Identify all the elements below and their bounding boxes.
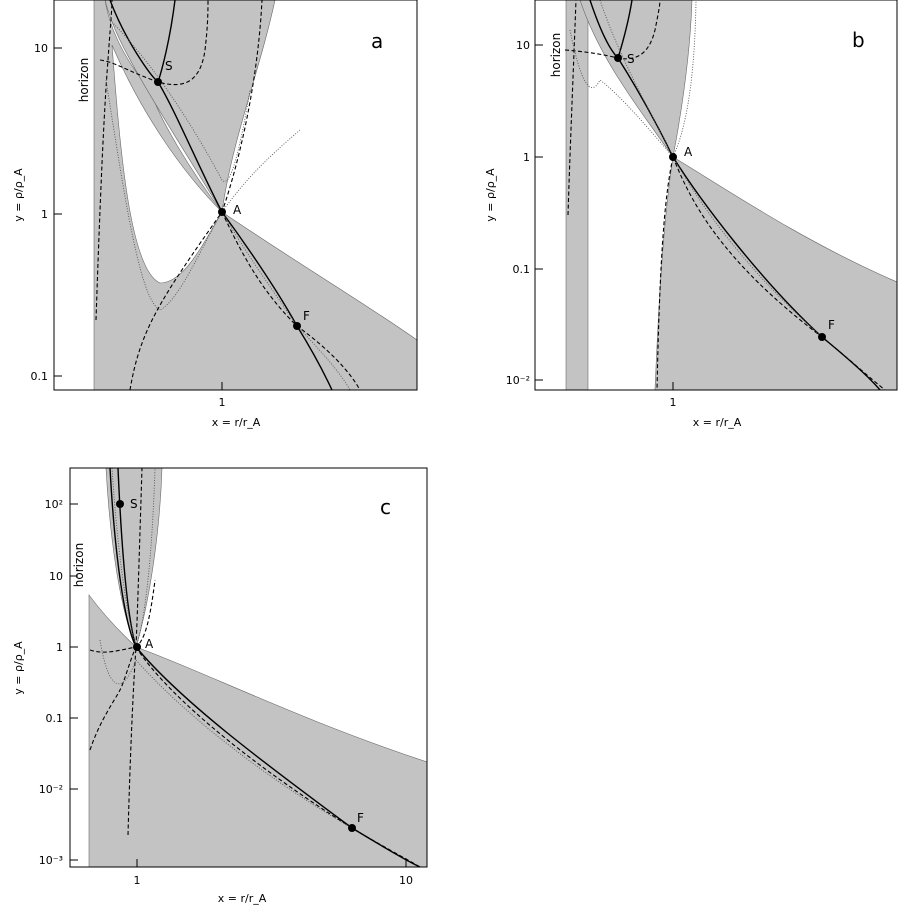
panel-b-shaded-upper bbox=[579, 0, 693, 158]
panel-a-xtick-1: 1 bbox=[219, 396, 226, 409]
panel-c-solid-curve-2 bbox=[109, 468, 137, 648]
panel-c-point-A bbox=[133, 643, 141, 651]
panel-a-white-lobe bbox=[111, 44, 223, 284]
panel-b: 10 1 0.1 10⁻² 1 x = r/r_A y = ρ/ρ_A hori… bbox=[484, 0, 898, 429]
panel-b-horizon-label: horizon bbox=[549, 33, 563, 77]
panel-b-ytick-0.1: 0.1 bbox=[513, 263, 531, 276]
panel-b-label-S: S bbox=[627, 52, 635, 66]
panel-a-xlabel: x = r/r_A bbox=[212, 416, 261, 429]
panel-a-dotted-curve-1 bbox=[105, 79, 301, 311]
panel-b-letter: b bbox=[852, 28, 865, 52]
panel-b-dashed-curve-3 bbox=[672, 156, 886, 390]
panel-a-solid-curve-2 bbox=[157, 0, 176, 83]
panel-c-xtick-1: 1 bbox=[134, 874, 141, 887]
panel-a-point-A bbox=[218, 208, 226, 216]
panel-b-dashed-curve-4 bbox=[656, 156, 674, 390]
panel-b-ytick-0.01: 10⁻² bbox=[506, 374, 530, 387]
panel-b-ytick-10: 10 bbox=[516, 39, 530, 52]
panel-c-ytick-10: 10 bbox=[49, 570, 63, 583]
panel-b-ytick-1: 1 bbox=[523, 151, 530, 164]
panel-c-dashed-curve-3 bbox=[127, 468, 143, 836]
panel-a-ytick-1: 1 bbox=[41, 208, 48, 221]
panel-b-point-F bbox=[818, 333, 826, 341]
panel-c-label-S: S bbox=[130, 497, 138, 511]
panel-a-dashed-curve-1 bbox=[95, 0, 113, 321]
panel-a-dashed-curve-2 bbox=[99, 0, 209, 86]
panel-b-xlabel: x = r/r_A bbox=[693, 416, 742, 429]
panel-c-ytick-0.1: 0.1 bbox=[46, 712, 64, 725]
panel-c-frame bbox=[69, 467, 428, 868]
panel-b-shaded-horizon-strip bbox=[565, 0, 589, 390]
panel-c-xlabel: x = r/r_A bbox=[218, 892, 267, 905]
panel-b-plot-area bbox=[564, 0, 897, 390]
panel-a-label-A: A bbox=[233, 203, 242, 217]
panel-a: 10 1 0.1 1 x = r/r_A y = ρ/ρ_A horizon a… bbox=[12, 0, 418, 429]
panel-a-dotted-curve-3 bbox=[221, 211, 351, 390]
panel-c-xtick-10: 10 bbox=[399, 874, 413, 887]
panel-b-ticks bbox=[535, 44, 674, 390]
panel-a-point-S bbox=[154, 78, 162, 86]
panel-b-dotted-curve-2 bbox=[599, 0, 697, 159]
panel-c-label-A: A bbox=[145, 637, 154, 651]
panel-c-label-F: F bbox=[357, 811, 364, 825]
panel-a-label-F: F bbox=[303, 309, 310, 323]
panel-c-ytick-100: 10² bbox=[45, 498, 63, 511]
panel-a-label-S: S bbox=[165, 59, 173, 73]
panel-a-horizon-label: horizon bbox=[77, 58, 91, 102]
panel-b-dashed-curve-2 bbox=[564, 0, 661, 60]
panel-c-ytick-0.001: 10⁻³ bbox=[39, 854, 63, 867]
panel-b-xtick-1: 1 bbox=[670, 396, 677, 409]
panel-b-point-A bbox=[669, 153, 677, 161]
panel-c-ytick-0.01: 10⁻² bbox=[39, 783, 63, 796]
panel-a-letter: a bbox=[371, 29, 383, 53]
panel-c-dashed-curve-4 bbox=[135, 646, 421, 867]
panel-c-ytick-1: 1 bbox=[56, 641, 63, 654]
panel-c-dotted-curve-2 bbox=[111, 468, 156, 649]
panel-a-ytick-10: 10 bbox=[34, 42, 48, 55]
panel-c-point-F bbox=[348, 824, 356, 832]
panel-a-point-F bbox=[293, 322, 301, 330]
panel-c-point-S bbox=[116, 500, 124, 508]
panel-b-label-F: F bbox=[828, 318, 835, 332]
panel-b-point-S bbox=[614, 54, 622, 62]
panel-b-shaded-lower bbox=[654, 156, 897, 390]
panel-b-label-A: A bbox=[684, 145, 693, 159]
panel-c-shaded-upper bbox=[105, 468, 163, 648]
panel-a-ytick-0.1: 0.1 bbox=[31, 370, 49, 383]
panel-c-plot-area bbox=[88, 468, 427, 867]
panel-b-frame bbox=[534, 0, 898, 391]
panel-c-letter: c bbox=[380, 495, 391, 519]
panel-c-ticks bbox=[70, 503, 407, 867]
panel-a-shaded-lower bbox=[93, 0, 417, 390]
panel-c-horizon-label: horizon bbox=[72, 543, 86, 587]
panel-a-dotted-curve-2 bbox=[109, 19, 251, 182]
panel-a-frame bbox=[53, 0, 418, 391]
panel-a-ticks bbox=[54, 47, 223, 390]
panel-a-plot-area bbox=[93, 0, 417, 390]
panel-c: 10² 10 1 0.1 10⁻² 10⁻³ 1 10 x = r/r_A y … bbox=[12, 467, 428, 905]
panel-c-shaded-lower bbox=[88, 594, 427, 867]
panel-b-ylabel: y = ρ/ρ_A bbox=[484, 168, 497, 222]
panel-c-ylabel: y = ρ/ρ_A bbox=[12, 641, 25, 695]
panel-a-ylabel: y = ρ/ρ_A bbox=[12, 168, 25, 222]
panel-c-dashed-curve-1 bbox=[89, 646, 137, 751]
